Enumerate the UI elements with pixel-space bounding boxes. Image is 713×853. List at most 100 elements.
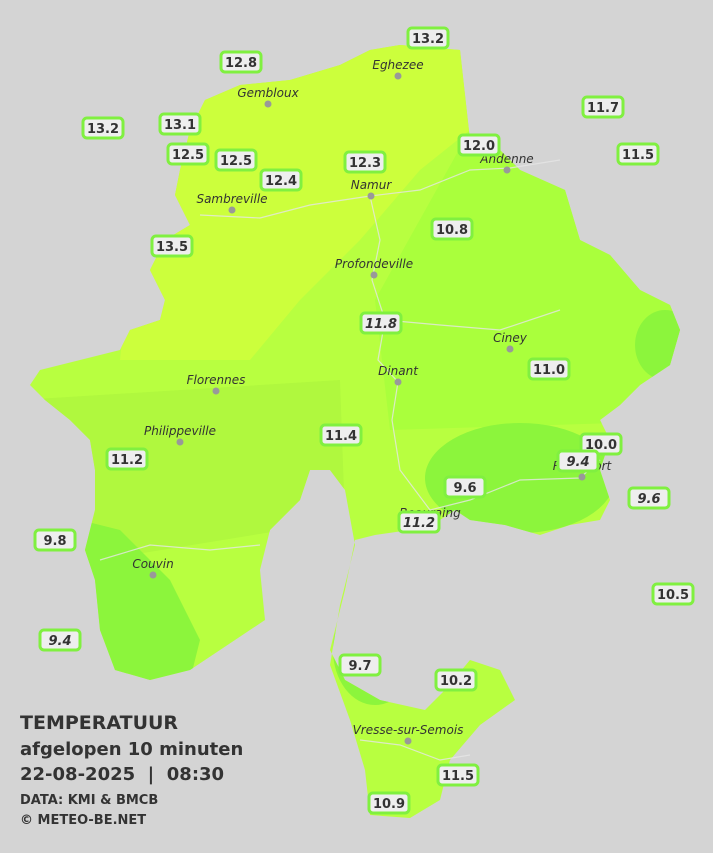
city-dot — [176, 438, 184, 446]
station-value: 12.5 — [220, 154, 252, 169]
station-value: 9.4 — [48, 634, 71, 649]
city-label: Sambreville — [196, 192, 267, 206]
station: 10.5 — [651, 582, 695, 606]
station-box — [33, 528, 77, 552]
city-label: Profondeville — [335, 257, 413, 271]
station-box — [627, 486, 671, 510]
station-box — [651, 582, 695, 606]
station-value: 11.2 — [403, 516, 435, 531]
city-label: Florennes — [187, 373, 246, 387]
station: 10.9 — [367, 791, 411, 815]
station-value: 13.1 — [164, 118, 196, 133]
station-box — [319, 423, 363, 447]
station: 11.2 — [397, 510, 441, 534]
map-datetime: 22-08-2025 | 08:30 — [20, 764, 224, 785]
station: 12.4 — [259, 168, 303, 192]
station: 12.5 — [214, 148, 258, 172]
station-box — [166, 142, 210, 166]
city-dot — [149, 571, 157, 579]
map-subtitle: afgelopen 10 minuten — [20, 739, 243, 760]
station: 11.4 — [319, 423, 363, 447]
station-value: 12.0 — [463, 139, 495, 154]
city-label: Vresse-sur-Semois — [353, 723, 464, 737]
station: 9.4 — [556, 449, 600, 473]
station-box — [443, 475, 487, 499]
city-label: Eghezee — [372, 58, 423, 72]
river — [359, 739, 471, 761]
station: 12.3 — [343, 150, 387, 174]
station-box — [579, 432, 623, 456]
station-box — [38, 628, 82, 652]
zone — [120, 45, 480, 360]
station-value: 11.4 — [325, 429, 357, 444]
station-value: 11.0 — [533, 363, 565, 378]
city-dot — [394, 72, 402, 80]
city-dot — [212, 387, 220, 395]
station-value: 12.5 — [172, 148, 204, 163]
city-dot — [264, 100, 272, 108]
station-box — [359, 311, 403, 335]
station: 11.2 — [105, 447, 149, 471]
station: 13.2 — [81, 116, 125, 140]
station: 10.0 — [579, 432, 623, 456]
station-value: 9.6 — [453, 481, 476, 496]
station-value: 11.5 — [622, 148, 654, 163]
station: 13.1 — [158, 112, 202, 136]
station: 9.6 — [627, 486, 671, 510]
station-value: 11.2 — [111, 453, 143, 468]
station: 11.0 — [527, 357, 571, 381]
copyright: © METEO-BE.NET — [20, 813, 146, 828]
station-box — [259, 168, 303, 192]
station-value: 10.9 — [373, 797, 405, 812]
station: 12.0 — [457, 133, 501, 157]
station: 11.5 — [436, 763, 480, 787]
station-value: 11.5 — [442, 769, 474, 784]
station-value: 10.0 — [585, 438, 617, 453]
city-label: Couvin — [132, 557, 173, 571]
river — [199, 159, 561, 219]
station-value: 12.3 — [349, 156, 381, 171]
station-box — [616, 142, 660, 166]
station-box — [81, 116, 125, 140]
station-value: 9.6 — [637, 492, 660, 507]
data-source: DATA: KMI & BMCB — [20, 793, 158, 808]
station-box — [430, 217, 474, 241]
station: 11.5 — [616, 142, 660, 166]
zone — [635, 310, 680, 380]
zone — [30, 380, 345, 560]
station-value: 12.4 — [265, 174, 297, 189]
river — [384, 309, 561, 331]
station-box — [219, 50, 263, 74]
city-dot — [506, 345, 514, 353]
station-box — [434, 668, 478, 692]
city-dot — [503, 166, 511, 174]
station: 12.5 — [166, 142, 210, 166]
station: 12.8 — [219, 50, 263, 74]
station-box — [457, 133, 501, 157]
station-value: 9.8 — [43, 534, 66, 549]
zone — [80, 520, 200, 680]
station-value: 10.8 — [436, 223, 468, 238]
station: 9.7 — [338, 653, 382, 677]
station: 11.8 — [359, 311, 403, 335]
station-value: 10.2 — [440, 674, 472, 689]
station: 10.8 — [430, 217, 474, 241]
station-box — [406, 26, 450, 50]
station-box — [397, 510, 441, 534]
station-value: 11.8 — [365, 317, 397, 332]
station-box — [527, 357, 571, 381]
station-value: 11.7 — [587, 101, 619, 116]
city-dot — [394, 378, 402, 386]
station: 13.2 — [406, 26, 450, 50]
city-dot — [404, 737, 412, 745]
city-dot — [367, 192, 375, 200]
station-box — [158, 112, 202, 136]
station-value: 13.2 — [412, 32, 444, 47]
station: 10.2 — [434, 668, 478, 692]
city-label: Namur — [351, 178, 393, 192]
zone — [333, 595, 417, 705]
station-box — [581, 95, 625, 119]
station-value: 13.2 — [87, 122, 119, 137]
station-box — [214, 148, 258, 172]
